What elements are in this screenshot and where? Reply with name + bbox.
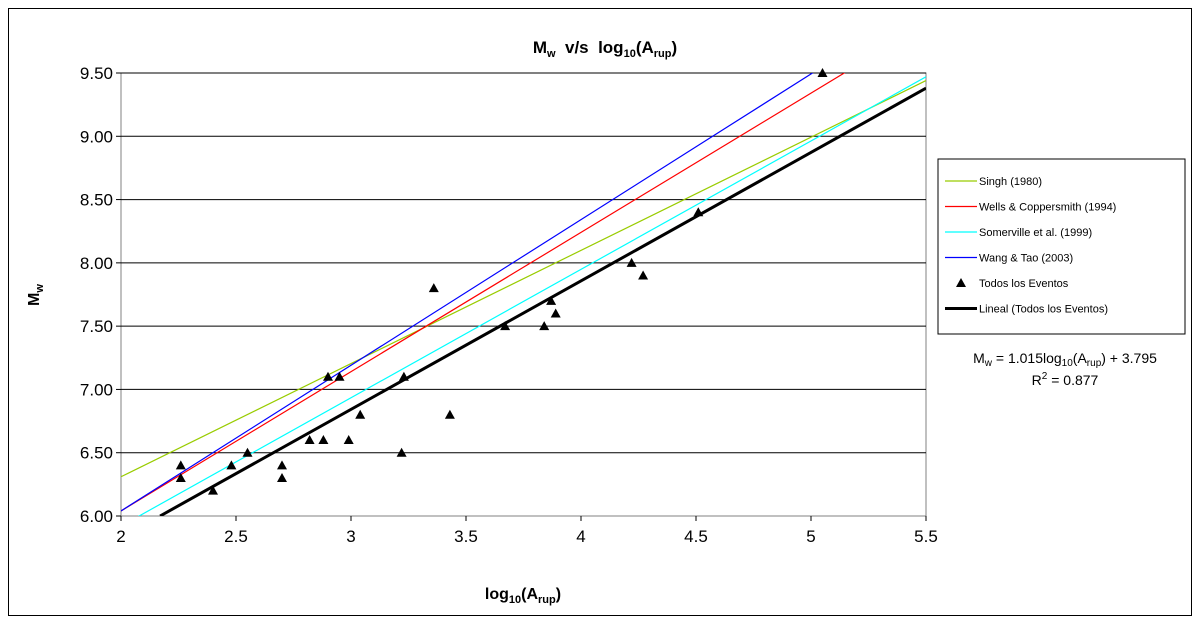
data-point <box>323 371 333 381</box>
r-squared: R2 = 0.877 <box>1032 371 1099 388</box>
series-layer <box>121 73 926 516</box>
data-point <box>304 435 315 445</box>
data-point <box>693 207 704 217</box>
x-tick-label: 4.5 <box>684 527 708 546</box>
legend-label: Wang & Tao (2003) <box>979 253 1073 265</box>
x-tick-label: 2 <box>116 527 125 546</box>
x-tick-label: 4 <box>576 527 585 546</box>
data-point <box>242 447 253 457</box>
scatter-chart: Mw v/s log10(Arup) 6.00 6.50 7.00 7.50 8.00 8… <box>26 38 1186 606</box>
data-point <box>343 435 354 445</box>
y-tick-label: 8.00 <box>80 254 113 273</box>
data-point <box>277 460 287 470</box>
legend-label: Singh (1980) <box>979 176 1042 188</box>
series-line-somerville-et-al-1999 <box>137 76 926 516</box>
data-point <box>398 371 409 381</box>
legend-box <box>937 158 1186 335</box>
x-axis-ticks: 2 2.5 3 3.5 4 4.5 5 5.5 <box>116 516 938 546</box>
data-point <box>175 473 186 483</box>
x-tick-label: 2.5 <box>224 527 248 546</box>
x-tick-label: 3 <box>346 527 355 546</box>
x-tick-label: 3.5 <box>454 527 478 546</box>
data-point <box>444 409 455 419</box>
y-tick-label: 7.50 <box>80 317 113 336</box>
legend-label: Wells & Coppersmith (1994) <box>979 202 1116 214</box>
data-point <box>226 460 237 470</box>
data-point <box>334 371 345 381</box>
y-tick-label: 9.50 <box>80 64 113 83</box>
y-tick-label: 8.50 <box>80 191 113 210</box>
y-tick-label: 6.50 <box>80 444 113 463</box>
chart-frame: Mw v/s log10(Arup) 6.00 6.50 7.00 7.50 8.00 8… <box>8 8 1192 616</box>
data-point <box>208 485 218 495</box>
y-axis-title: Mw <box>26 284 46 306</box>
data-point <box>500 321 511 331</box>
series-line-wang-tao-2003 <box>121 73 814 512</box>
y-axis-ticks: 6.00 6.50 7.00 7.50 8.00 8.50 9.00 9.50 <box>80 64 121 526</box>
data-point <box>638 270 649 280</box>
series-line-wells-coppersmith-1994 <box>121 73 846 512</box>
y-tick-label: 6.00 <box>80 507 113 526</box>
data-point <box>318 435 329 445</box>
x-axis-title: log10(Arup) <box>485 586 561 606</box>
trendline-equation: Mw = 1.015log10(Arup) + 3.795 <box>973 350 1157 369</box>
data-point <box>355 409 366 419</box>
data-point <box>546 295 557 305</box>
y-tick-label: 7.00 <box>80 380 113 399</box>
legend-label: Somerville et al. (1999) <box>979 227 1092 239</box>
data-point <box>175 460 186 470</box>
legend-label: Todos los Eventos <box>979 278 1069 290</box>
chart-title: Mw v/s log10(Arup) <box>533 38 677 60</box>
data-point <box>428 283 439 293</box>
data-point <box>277 473 287 483</box>
data-point <box>550 308 561 318</box>
x-tick-label: 5 <box>806 527 815 546</box>
series-line-singh-1980 <box>121 80 926 478</box>
legend-label: Lineal (Todos los Eventos) <box>979 304 1108 316</box>
gridlines <box>121 72 926 454</box>
data-point <box>817 68 828 77</box>
data-point <box>539 321 550 331</box>
y-tick-label: 9.00 <box>80 127 113 146</box>
legend-marker <box>956 278 966 287</box>
x-tick-label: 5.5 <box>914 527 938 546</box>
points-layer <box>175 68 828 495</box>
series-line-lineal-todos-los-eventos <box>159 86 926 516</box>
data-point <box>396 447 407 457</box>
data-point <box>626 257 637 267</box>
legend: Singh (1980) Wells & Coppersmith (1994) So… <box>945 176 1116 316</box>
